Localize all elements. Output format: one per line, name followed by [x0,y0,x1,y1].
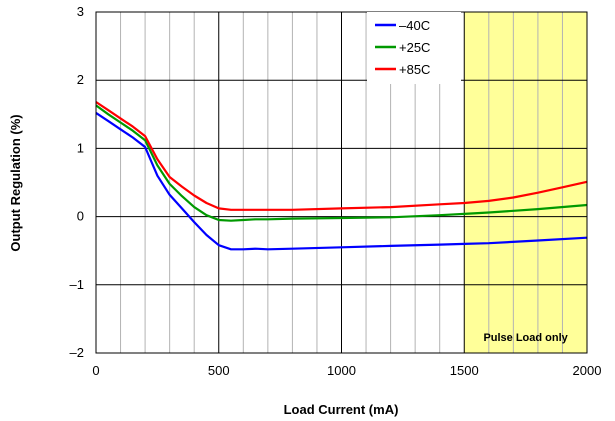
x-tick-label: 1500 [450,363,479,378]
y-axis-title: Output Regulation (%) [8,114,23,251]
x-tick-label: 500 [208,363,230,378]
x-tick-label: 1000 [327,363,356,378]
pulse-load-label: Pulse Load only [483,332,568,344]
y-tick-label: 1 [77,140,84,155]
y-tick-label: 0 [77,209,84,224]
series-line-1 [95,104,588,222]
pulse-load-region [464,12,587,353]
legend-label-2: +85C [399,62,430,77]
x-tick-label: 0 [92,363,99,378]
x-tick-label: 2000 [573,363,602,378]
plot-frame [95,11,588,354]
y-tick-label: 2 [77,72,84,87]
legend-label-1: +25C [399,40,430,55]
y-tick-label: 3 [77,4,84,19]
y-tick-label: –2 [70,345,84,360]
series-line-2 [95,101,588,211]
y-tick-label: –1 [70,277,84,292]
x-axis-title: Load Current (mA) [284,402,399,417]
series-line-0 [95,111,588,251]
legend-label-0: –40C [399,18,430,33]
